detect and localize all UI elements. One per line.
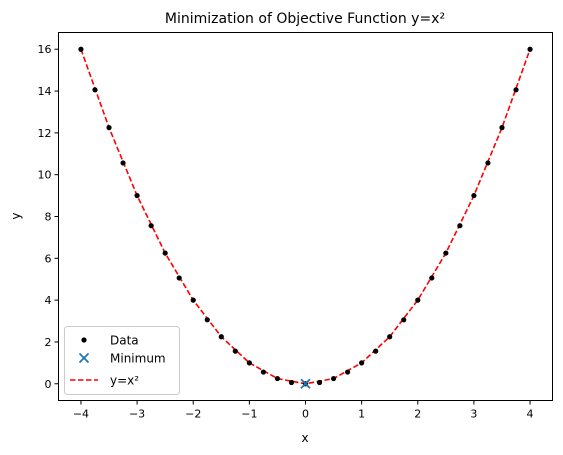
y-tick-label: 16 bbox=[38, 43, 52, 56]
y-axis-label: y bbox=[9, 212, 23, 219]
y-tick-label: 8 bbox=[45, 211, 52, 224]
legend-data-marker bbox=[81, 337, 86, 342]
data-point bbox=[219, 334, 224, 339]
y-axis-ticks: 0 2 4 6 8 10 12 14 16 bbox=[38, 43, 59, 391]
legend-data-label: Data bbox=[110, 334, 139, 348]
y-tick-label: 10 bbox=[38, 169, 52, 182]
data-point bbox=[443, 250, 448, 255]
y-tick-label: 2 bbox=[45, 336, 52, 349]
data-point bbox=[345, 369, 350, 374]
x-tick-label: −1 bbox=[241, 408, 257, 421]
data-point bbox=[359, 360, 364, 365]
y-tick-label: 4 bbox=[45, 294, 52, 307]
data-point bbox=[471, 193, 476, 198]
x-tick-label: −2 bbox=[185, 408, 201, 421]
chart-title: Minimization of Objective Function y=x² bbox=[165, 11, 445, 27]
data-point bbox=[134, 193, 139, 198]
x-tick-label: 3 bbox=[470, 408, 477, 421]
x-axis-ticks: −4 −3 −2 −1 0 1 2 3 4 bbox=[73, 401, 534, 421]
x-tick-label: 2 bbox=[414, 408, 421, 421]
y-tick-label: 0 bbox=[45, 378, 52, 391]
data-point bbox=[261, 369, 266, 374]
data-point bbox=[457, 223, 462, 228]
data-point bbox=[205, 317, 210, 322]
x-axis-label: x bbox=[301, 431, 308, 445]
legend-minimum-label: Minimum bbox=[110, 352, 166, 366]
data-point bbox=[78, 47, 83, 52]
data-point bbox=[415, 298, 420, 303]
data-point bbox=[331, 376, 336, 381]
data-point bbox=[401, 317, 406, 322]
data-point bbox=[177, 275, 182, 280]
data-point bbox=[106, 125, 111, 130]
legend: Data Minimum y=x² bbox=[65, 327, 180, 395]
data-point bbox=[527, 47, 532, 52]
x-tick-label: 0 bbox=[302, 408, 309, 421]
data-point bbox=[247, 360, 252, 365]
data-point bbox=[429, 275, 434, 280]
data-point bbox=[499, 125, 504, 130]
data-point bbox=[317, 380, 322, 385]
data-point bbox=[163, 250, 168, 255]
data-point bbox=[191, 298, 196, 303]
y-tick-label: 14 bbox=[38, 85, 52, 98]
x-tick-label: −3 bbox=[129, 408, 145, 421]
y-tick-label: 12 bbox=[38, 127, 52, 140]
data-point bbox=[485, 160, 490, 165]
data-point bbox=[92, 87, 97, 92]
x-tick-label: 1 bbox=[358, 408, 365, 421]
data-point bbox=[120, 160, 125, 165]
x-tick-label: −4 bbox=[73, 408, 89, 421]
y-tick-label: 6 bbox=[45, 252, 52, 265]
data-point bbox=[387, 334, 392, 339]
data-point bbox=[289, 380, 294, 385]
data-point bbox=[373, 349, 378, 354]
data-point bbox=[275, 376, 280, 381]
data-point bbox=[149, 223, 154, 228]
legend-line-label: y=x² bbox=[110, 374, 139, 388]
x-tick-label: 4 bbox=[527, 408, 534, 421]
data-point bbox=[513, 87, 518, 92]
data-point bbox=[233, 349, 238, 354]
